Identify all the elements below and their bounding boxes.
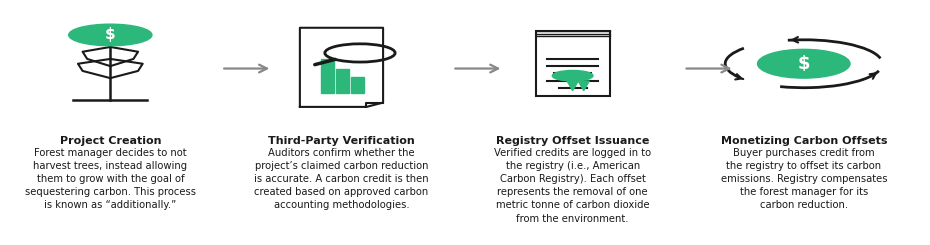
Text: Buyer purchases credit from
the registry to offset its carbon
emissions. Registr: Buyer purchases credit from the registry… xyxy=(721,148,887,210)
Text: Monetizing Carbon Offsets: Monetizing Carbon Offsets xyxy=(721,136,887,146)
FancyBboxPatch shape xyxy=(351,77,364,93)
FancyBboxPatch shape xyxy=(536,31,610,96)
Text: Auditors confirm whether the
project’s claimed carbon reduction
is accurate. A c: Auditors confirm whether the project’s c… xyxy=(254,148,429,210)
Text: Verified credits are logged in to
the registry (i.e., American
Carbon Registry).: Verified credits are logged in to the re… xyxy=(494,148,651,224)
Text: Third-Party Verification: Third-Party Verification xyxy=(268,136,415,146)
Ellipse shape xyxy=(758,49,850,78)
Circle shape xyxy=(552,71,593,81)
Polygon shape xyxy=(578,81,590,91)
Polygon shape xyxy=(567,81,578,91)
Text: Forest manager decides to not
harvest trees, instead allowing
them to grow with : Forest manager decides to not harvest tr… xyxy=(25,148,196,210)
Text: Project Creation: Project Creation xyxy=(60,136,161,146)
Text: $: $ xyxy=(798,55,810,73)
Text: $: $ xyxy=(105,27,115,42)
Polygon shape xyxy=(299,28,383,107)
FancyBboxPatch shape xyxy=(321,59,334,93)
Circle shape xyxy=(69,24,152,46)
Text: Registry Offset Issuance: Registry Offset Issuance xyxy=(496,136,649,146)
FancyBboxPatch shape xyxy=(336,69,349,93)
